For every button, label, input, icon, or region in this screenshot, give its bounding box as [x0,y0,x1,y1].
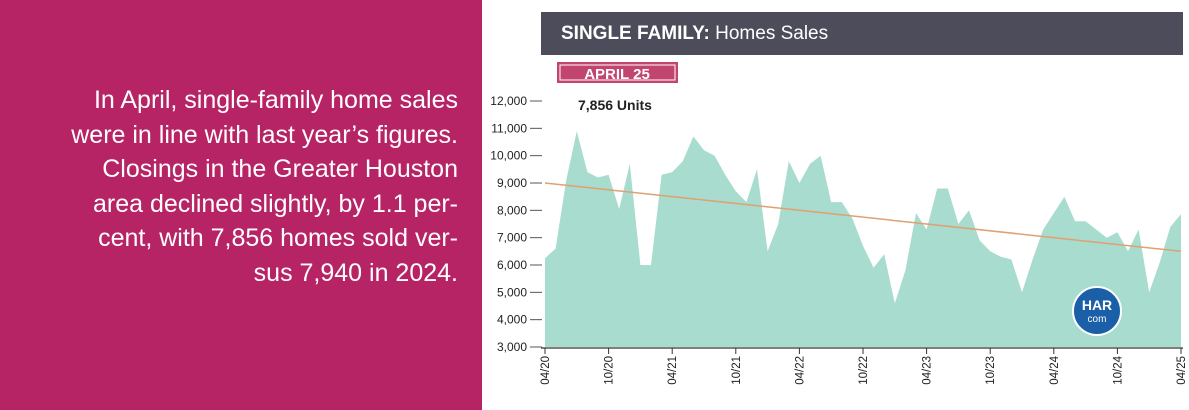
x-tick-label: 04/22 [794,356,806,385]
summary-line: sus 7,940 in 2024. [253,258,458,287]
y-tick-label: 12,000 [490,94,527,108]
y-axis: 12,000 11,000 10,000 9,000 8,000 7,000 6,000 5,… [490,94,542,354]
chart-title-rest: Homes Sales [709,23,829,44]
x-tick-label: 10/21 [731,356,743,385]
y-tick-label: 8,000 [497,203,527,217]
y-tick-label: 3,000 [497,340,527,354]
x-tick-label: 04/24 [1049,355,1061,384]
summary-panel: In April, single-family home sales were … [0,0,482,410]
y-tick-label: 4,000 [497,313,527,327]
month-badge-label: APRIL 25 [584,66,650,83]
area-layer [545,131,1181,347]
summary-line: area declined slightly, by 1.1 per- [92,189,458,218]
trend-layer [544,182,1182,253]
x-tick-label: 10/20 [604,356,616,385]
x-tick-label: 04/20 [540,356,552,385]
summary-line: Closings in the Greater Houston [102,155,458,183]
summary-text: In April, single-family home sales were … [0,83,458,290]
har-logo-text: HAR [1082,297,1112,313]
y-tick-label: 10,000 [490,149,527,163]
x-tick-label: 04/23 [922,356,934,385]
x-tick-label: 10/24 [1112,355,1124,384]
y-tick-label: 11,000 [491,121,527,135]
summary-line: In April, single-family home sales [93,86,458,114]
x-axis: 04/20 10/20 04/21 10/21 04/22 10/22 04/23 10/23… [540,347,1188,385]
chart-title-bold: SINGLE FAMILY: [561,23,710,44]
har-logo-icon [1072,286,1122,336]
y-tick-label: 6,000 [497,258,527,272]
chart-title-bar: SINGLE FAMILY: Homes Sales [541,12,1183,55]
summary-line: were in line with last year’s figures. [71,120,458,149]
month-badge-border [559,64,676,81]
y-tick-label: 7,000 [497,231,527,245]
trend-line [544,182,1182,253]
y-tick-label: 9,000 [497,176,527,190]
har-logo-subtext: com [1088,314,1107,325]
month-badge [557,62,678,83]
x-tick-label: 04/21 [667,356,679,385]
x-tick-label: 10/23 [985,356,997,385]
x-tick-label: 04/25 [1176,356,1188,385]
units-value: 7,856 Units [578,97,652,113]
sales-area [545,131,1181,347]
y-tick-label: 5,000 [497,285,527,299]
x-tick-label: 10/22 [858,356,870,385]
summary-line: cent, with 7,856 homes sold ver- [98,224,458,252]
